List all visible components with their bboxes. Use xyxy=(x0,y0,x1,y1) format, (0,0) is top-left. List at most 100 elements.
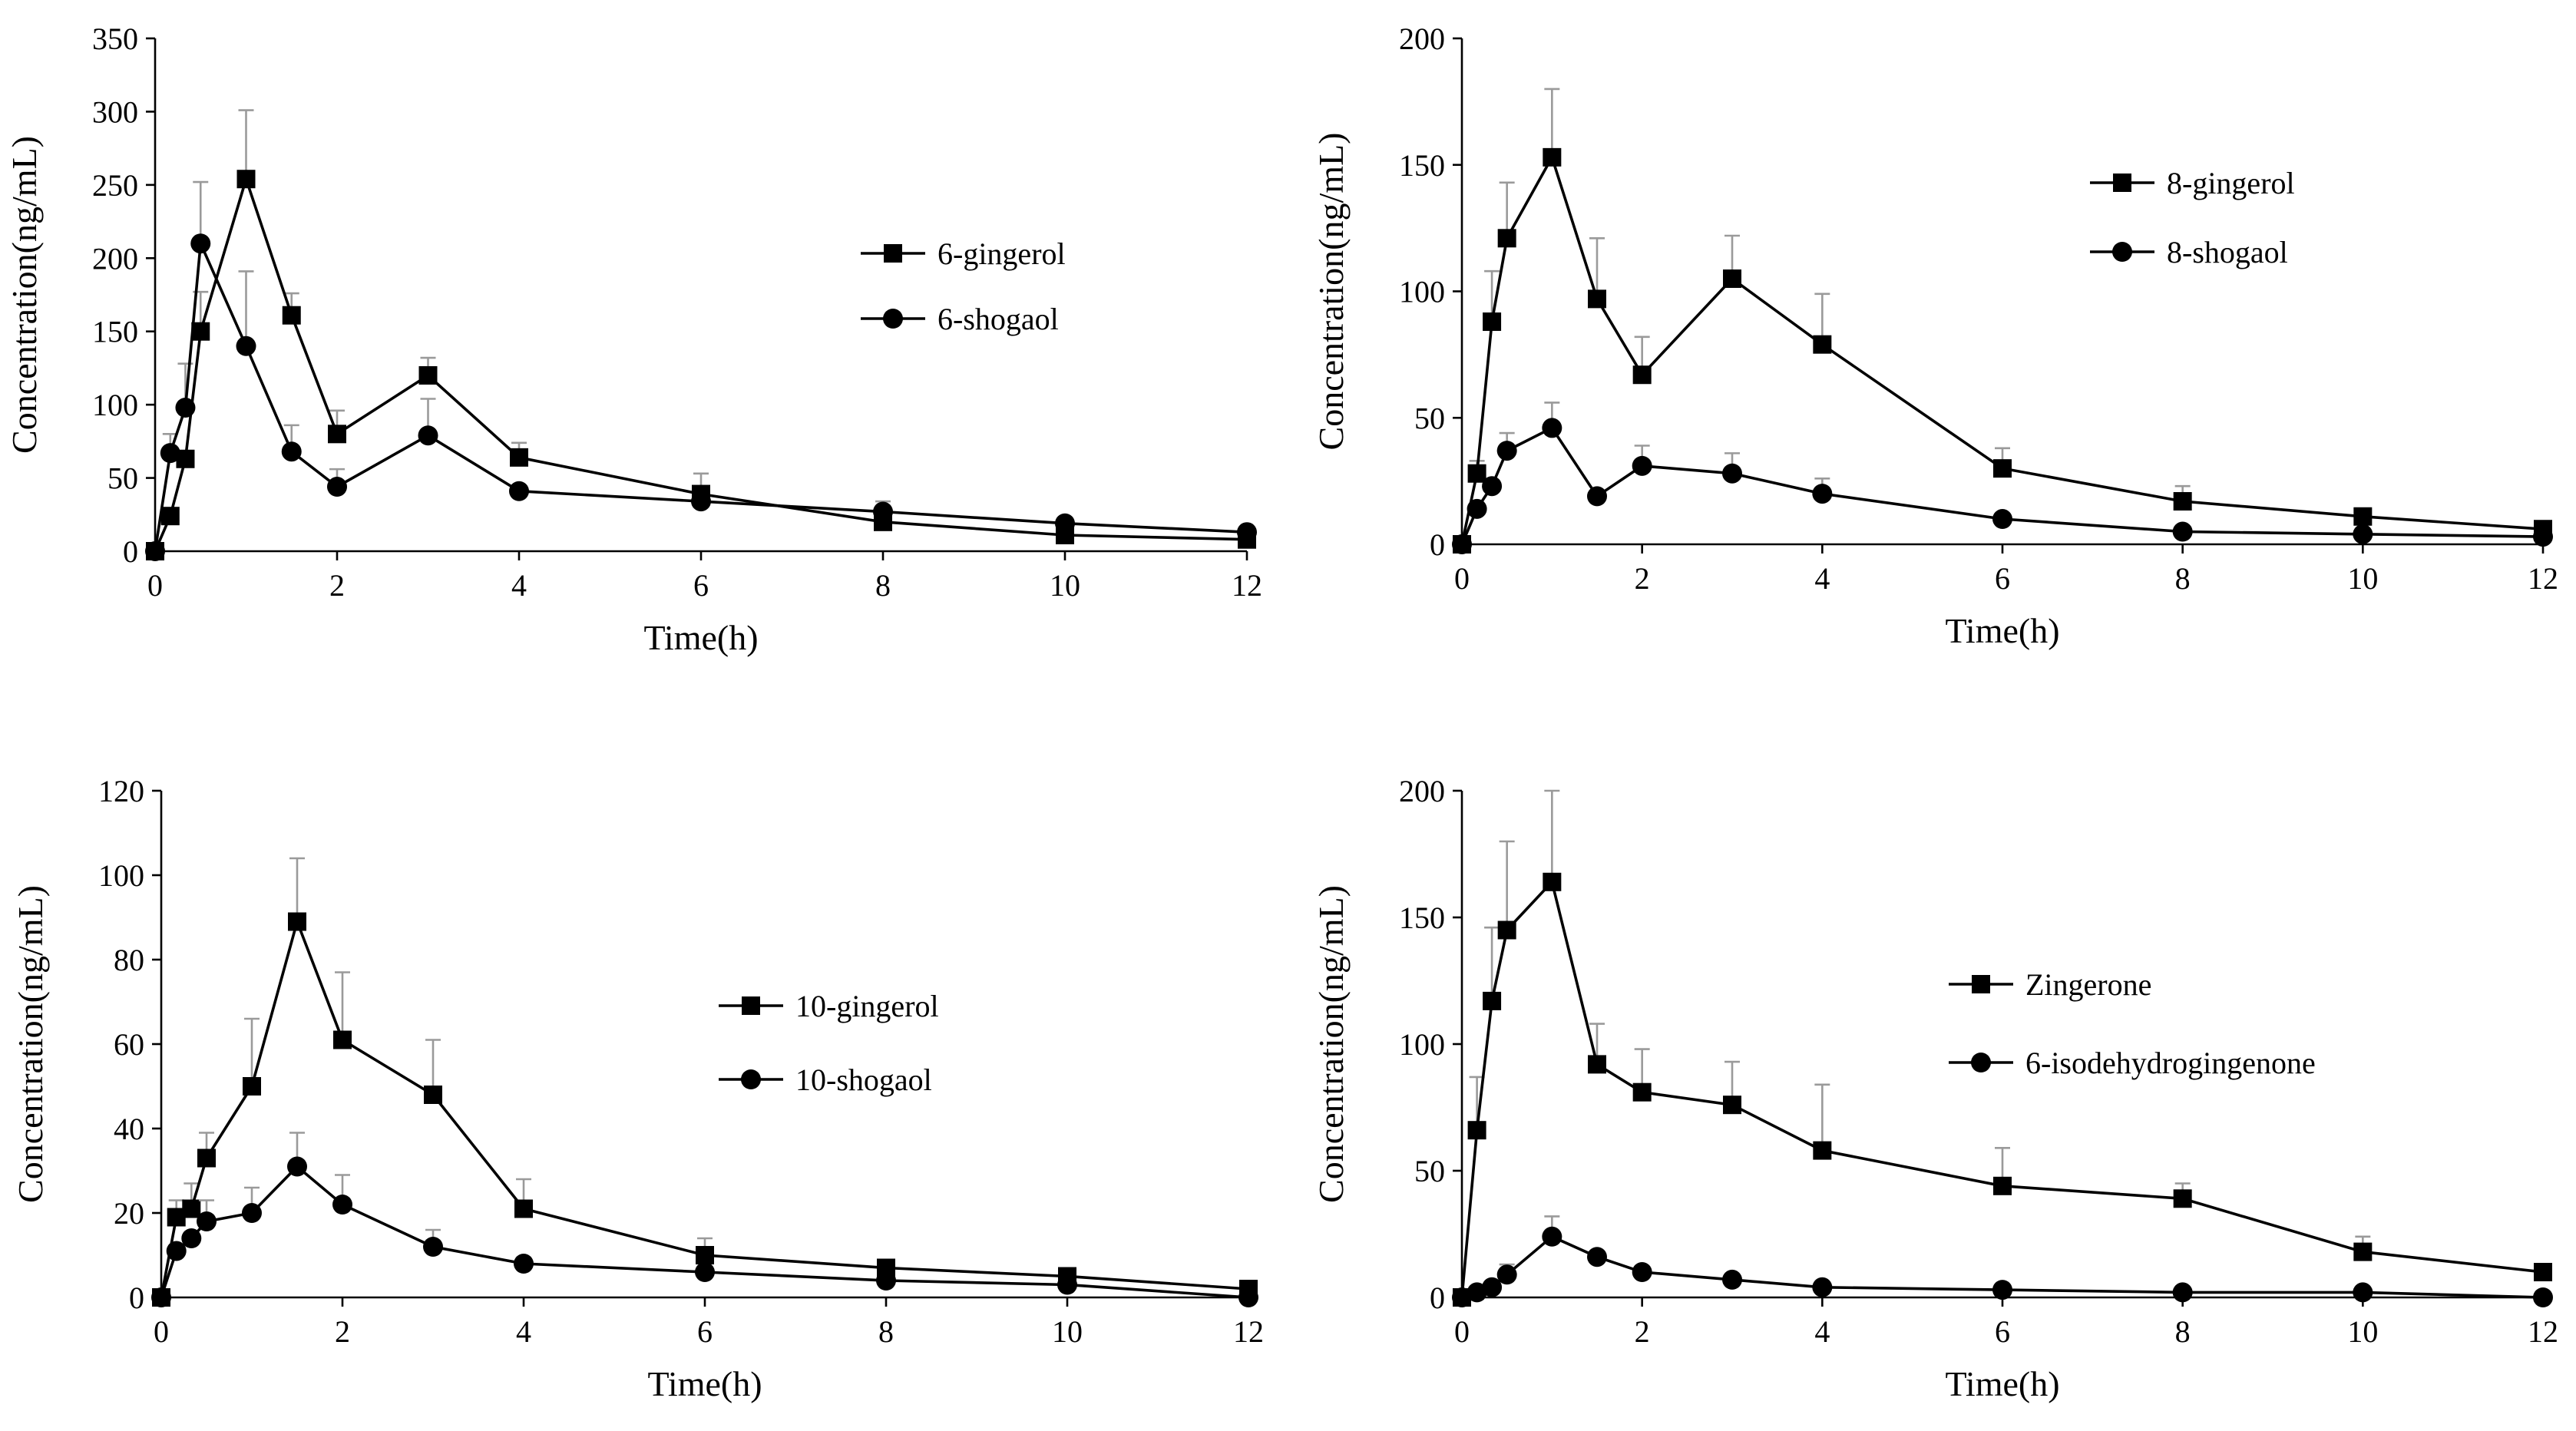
data-point xyxy=(2353,524,2373,544)
data-point xyxy=(1813,1141,1832,1160)
data-point xyxy=(1497,920,1516,940)
data-point xyxy=(1588,289,1606,309)
x-tick-label: 8 xyxy=(2175,561,2191,596)
data-point xyxy=(1496,441,1517,461)
series-10-shogaol xyxy=(151,1132,1258,1307)
y-tick-label: 50 xyxy=(107,461,138,496)
x-tick-label: 10 xyxy=(1050,568,1080,603)
series-line xyxy=(1460,879,2544,1298)
data-point xyxy=(1632,1262,1652,1282)
legend-marker xyxy=(2113,174,2131,192)
series-line xyxy=(1460,154,2544,545)
y-axis-title: Concentration(ng/mL) xyxy=(5,136,44,454)
legend-entry: 6-gingerol xyxy=(861,236,1066,271)
data-point xyxy=(514,1254,534,1274)
y-axis-title: Concentration(ng/mL) xyxy=(11,885,50,1203)
legend-marker xyxy=(2112,242,2132,262)
chart-zingerone-6-isodehydrogingenone: 0 50 100 150 200 0 2 4 6 8 10 12 Time(h) Concentratio… xyxy=(1311,774,2558,1403)
y-tick-label: 100 xyxy=(1399,1027,1445,1062)
data-point xyxy=(282,306,301,325)
y-tick-label: 0 xyxy=(123,534,138,569)
data-point xyxy=(243,1077,261,1096)
data-point xyxy=(2172,1282,2193,1303)
data-point xyxy=(242,1203,262,1223)
y-tick-label: 150 xyxy=(92,315,138,349)
data-point xyxy=(876,1271,896,1291)
y-tick-label: 50 xyxy=(1414,401,1445,435)
y-tick-label: 250 xyxy=(92,168,138,203)
data-point xyxy=(1993,459,2012,478)
x-tick-label: 6 xyxy=(1995,1314,2010,1349)
y-tick-label: 80 xyxy=(114,943,144,977)
data-point xyxy=(1992,1280,2012,1300)
x-tick-label: 10 xyxy=(1052,1314,1083,1349)
x-tick-label: 10 xyxy=(2347,1314,2378,1349)
data-point xyxy=(175,397,196,418)
y-tick-label: 0 xyxy=(1430,527,1445,562)
data-point xyxy=(1632,455,1652,476)
series-Zingerone xyxy=(1453,789,2552,1307)
data-point xyxy=(333,1030,352,1049)
data-point xyxy=(423,1237,443,1257)
x-tick-label: 0 xyxy=(154,1314,169,1349)
data-point xyxy=(1588,1055,1606,1074)
chart-6-gingerol-6-shogaol: 0 50 100 150 200 250 300 350 0 2 4 6 8 10 12 Time(h) Con… xyxy=(5,21,1262,657)
data-point xyxy=(1812,484,1833,504)
data-point xyxy=(1722,463,1742,484)
data-point xyxy=(1723,1096,1741,1115)
x-tick-label: 0 xyxy=(147,568,163,603)
data-point xyxy=(160,443,180,464)
y-tick-label: 200 xyxy=(92,241,138,276)
x-tick-label: 8 xyxy=(875,568,891,603)
chart-10-gingerol-10-shogaol: 0 20 40 60 80 100 120 0 2 4 6 8 10 12 Time(h) Concentra… xyxy=(11,774,1264,1403)
x-tick-label: 6 xyxy=(693,568,709,603)
x-tick-label: 8 xyxy=(2175,1314,2191,1349)
x-tick-label: 6 xyxy=(1995,561,2010,596)
series-6-shogaol xyxy=(145,180,1257,561)
data-point xyxy=(288,912,306,931)
data-point xyxy=(418,365,438,385)
legend-entry: 10-shogaol xyxy=(719,1063,932,1097)
data-point xyxy=(2353,1282,2373,1303)
data-point xyxy=(1467,1121,1486,1140)
y-tick-label: 0 xyxy=(1430,1281,1445,1315)
data-point xyxy=(424,1086,442,1104)
y-tick-label: 100 xyxy=(98,858,144,893)
x-tick-label: 0 xyxy=(1454,1314,1470,1349)
y-tick-label: 200 xyxy=(1399,774,1445,808)
legend-entry: 6-isodehydrogingenone xyxy=(1949,1046,2316,1080)
x-tick-label: 2 xyxy=(1635,1314,1650,1349)
data-point xyxy=(510,448,528,467)
series-6-isodehydrogingenone xyxy=(1452,1215,2553,1307)
data-point xyxy=(160,507,180,526)
x-tick-label: 4 xyxy=(511,568,527,603)
data-point xyxy=(332,1195,352,1215)
legend-label: 10-gingerol xyxy=(795,989,939,1023)
data-point xyxy=(281,441,302,462)
series-8-gingerol xyxy=(1453,88,2552,554)
y-tick-label: 20 xyxy=(114,1196,144,1231)
y-tick-label: 200 xyxy=(1399,21,1445,56)
x-axis-title: Time(h) xyxy=(643,618,758,657)
data-point xyxy=(197,1211,217,1231)
y-tick-label: 350 xyxy=(92,21,138,56)
data-point xyxy=(1632,365,1652,385)
data-point xyxy=(2172,521,2193,542)
x-tick-label: 2 xyxy=(329,568,345,603)
chart-8-gingerol-8-shogaol: 0 50 100 150 200 0 2 4 6 8 10 12 Time(h) Concentratio… xyxy=(1311,21,2558,650)
legend-marker xyxy=(883,309,903,329)
y-axis-title: Concentration(ng/mL) xyxy=(1311,885,1351,1203)
data-point xyxy=(1722,1269,1742,1290)
legend-entry: 6-shogaol xyxy=(861,302,1059,336)
data-point xyxy=(1542,418,1562,438)
data-point xyxy=(166,1241,187,1261)
data-point xyxy=(1723,269,1741,289)
y-tick-label: 40 xyxy=(114,1112,144,1146)
x-tick-label: 2 xyxy=(1635,561,1650,596)
data-point xyxy=(1057,1274,1077,1295)
legend-label: 6-isodehydrogingenone xyxy=(2025,1046,2316,1080)
legend-marker xyxy=(1971,1053,1991,1072)
legend-label: Zingerone xyxy=(2025,967,2151,1002)
x-tick-label: 0 xyxy=(1454,561,1470,596)
y-tick-label: 300 xyxy=(92,94,138,129)
